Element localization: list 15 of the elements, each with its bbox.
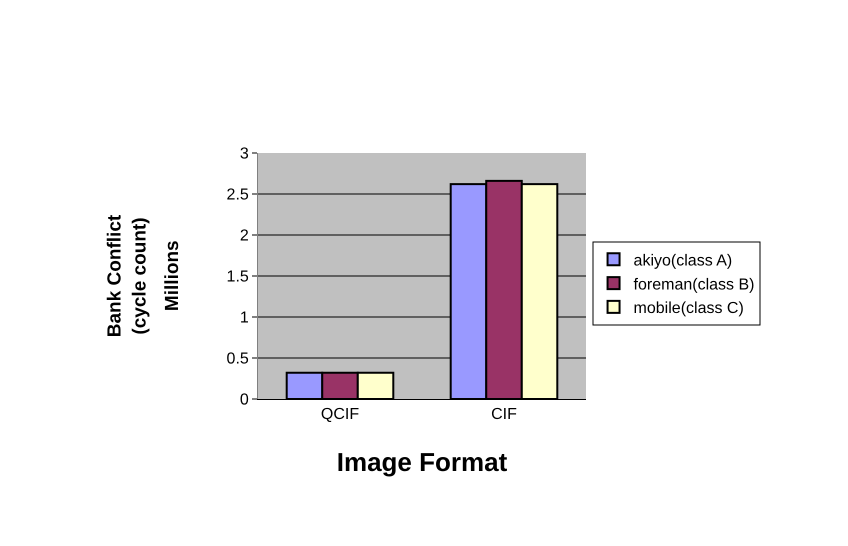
y-axis-title: Bank Conflict (cycle count) — [104, 214, 150, 338]
legend-label: foreman(class B) — [634, 276, 754, 294]
x-tick-label: QCIF — [320, 406, 360, 424]
y-tick-label: 3 — [240, 146, 249, 163]
y-tick-label: 1 — [240, 310, 249, 327]
y-tick-label: 2 — [240, 228, 249, 245]
x-tick-label: CIF — [491, 406, 518, 424]
legend-label: akiyo(class A) — [634, 252, 732, 270]
y-tick-label: 2.5 — [226, 186, 249, 204]
x-axis-title: Image Format — [336, 446, 508, 477]
y-tick-label: 0.5 — [226, 350, 249, 368]
y-tick-label: 0 — [240, 392, 249, 409]
y-tick-label: 1.5 — [226, 268, 249, 286]
legend-label: mobile(class C) — [634, 300, 744, 318]
text: Millions — [162, 240, 184, 312]
